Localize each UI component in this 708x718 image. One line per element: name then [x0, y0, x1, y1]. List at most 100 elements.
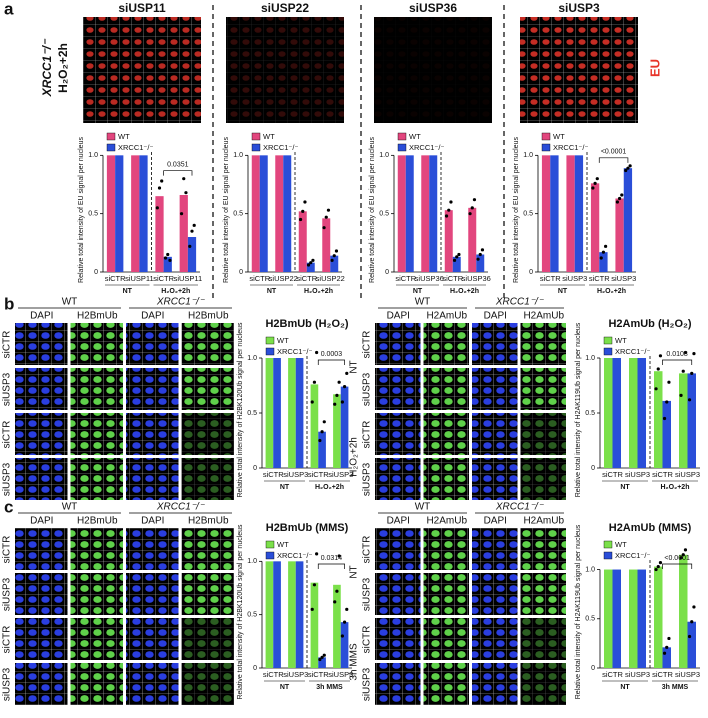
group-label: 3h MMS	[349, 643, 360, 681]
data-point	[330, 258, 334, 262]
micrograph	[472, 528, 518, 570]
data-point	[662, 416, 667, 421]
significance-bracket	[317, 563, 345, 569]
micrograph	[15, 413, 68, 455]
x-tick-label: siUSP36	[415, 274, 444, 283]
image-title: siUSP36	[409, 1, 457, 15]
bar	[629, 358, 638, 468]
micrograph	[126, 618, 179, 660]
micrograph	[126, 413, 179, 455]
bar	[574, 155, 584, 272]
y-tick-label: 0.5	[523, 211, 533, 218]
data-point	[335, 393, 339, 397]
x-tick-label: siUSP3	[675, 470, 700, 479]
micrograph	[472, 368, 518, 410]
micrograph	[83, 17, 201, 123]
group-label: NT	[413, 288, 423, 295]
data-point	[332, 254, 336, 258]
p-value: 0.0314	[321, 555, 343, 562]
data-point	[322, 420, 326, 424]
bar	[397, 155, 406, 272]
micrograph	[70, 458, 123, 500]
data-point	[690, 371, 694, 375]
x-tick-label: siCTR	[540, 274, 561, 283]
legend-label: WT	[615, 336, 627, 345]
channel-label: H2BmUb	[77, 516, 118, 527]
row-label: siCTR	[2, 331, 13, 359]
x-tick-label: siUSP22	[269, 274, 298, 283]
micrograph	[70, 368, 123, 410]
data-point	[687, 634, 692, 639]
genotype-label: WT	[62, 502, 78, 513]
data-point	[335, 589, 339, 593]
bar	[333, 584, 341, 668]
data-point	[654, 387, 658, 391]
y-tick-label: 1.0	[585, 566, 595, 573]
data-point	[656, 367, 660, 371]
micrograph	[423, 528, 469, 570]
micrograph	[181, 573, 234, 615]
micrograph-dim	[520, 413, 566, 455]
channel-label: H2BmUb	[77, 311, 118, 322]
micrograph	[70, 323, 123, 365]
row-label: siUSP3	[362, 372, 373, 406]
legend-label: WT	[277, 336, 289, 345]
x-tick-label: siCTR	[602, 670, 623, 679]
genotype-label: XRCC1⁻/⁻	[156, 502, 205, 513]
y-axis-label: Relative total intensity of H2AK119Ub si…	[575, 524, 582, 699]
data-point	[658, 354, 663, 358]
group-label: NT	[280, 484, 290, 491]
bar	[310, 582, 319, 668]
data-point	[665, 645, 669, 649]
micrograph	[375, 323, 421, 365]
y-tick-label: 1.0	[247, 558, 257, 565]
x-tick-label: siUSP11	[125, 274, 154, 283]
row-label: siUSP3	[362, 462, 373, 496]
legend-label: XRCC1⁻/⁻	[553, 143, 588, 152]
genotype-label: WT	[62, 297, 78, 308]
legend-label: WT	[553, 132, 565, 141]
y-tick-label: 1.0	[585, 355, 595, 362]
data-point	[656, 564, 660, 569]
bar	[155, 196, 164, 272]
micrograph	[375, 618, 421, 660]
micrograph	[472, 573, 518, 615]
bar	[476, 254, 485, 272]
channel-label: DAPI	[484, 311, 507, 322]
y-tick-label: 0.5	[585, 616, 595, 623]
y-axis-label: Relative total intensity of EU signal pe…	[78, 137, 85, 283]
legend-label: XRCC1⁻/⁻	[615, 347, 650, 356]
data-point	[312, 583, 317, 587]
y-tick-label: 1.0	[379, 152, 389, 159]
micrograph	[15, 618, 68, 660]
data-point	[157, 186, 162, 190]
group-label: 3h MMS	[662, 684, 689, 691]
y-tick-label: 1.0	[247, 355, 257, 362]
data-point	[662, 651, 667, 655]
y-axis-label: Relative total intensity of H2BK120Ub si…	[237, 322, 244, 498]
micrograph	[375, 528, 421, 570]
micrograph-dim	[83, 17, 201, 123]
channel-label: DAPI	[387, 516, 410, 527]
bar	[654, 566, 663, 668]
data-point	[449, 200, 453, 204]
bar	[612, 358, 621, 468]
data-point	[665, 400, 669, 404]
x-tick-label: siCTR	[263, 470, 284, 479]
data-point	[667, 636, 671, 641]
data-point	[345, 607, 349, 611]
micrograph	[472, 413, 518, 455]
y-axis-label: Relative total intensity of EU signal pe…	[513, 137, 520, 283]
data-point	[690, 620, 694, 624]
y-tick-label: 0.5	[585, 410, 595, 417]
data-point	[617, 196, 622, 201]
x-tick-label: siCTR	[263, 670, 284, 679]
data-point	[628, 164, 632, 168]
legend-swatch	[397, 143, 407, 152]
data-point	[679, 393, 683, 397]
y-tick-label: 0.5	[379, 211, 389, 218]
x-tick-label: siCTR	[153, 274, 174, 283]
micrograph	[472, 618, 518, 660]
panel-label: c	[4, 497, 13, 516]
